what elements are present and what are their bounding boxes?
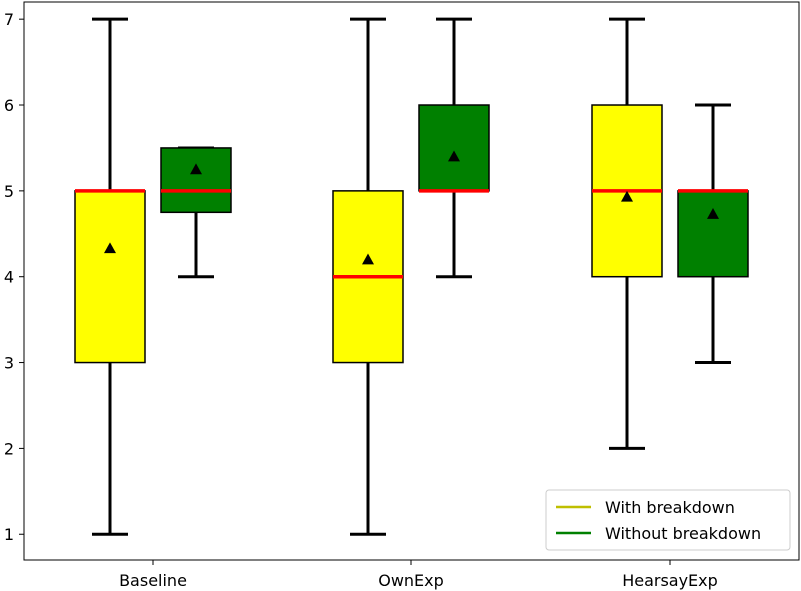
axes: 1 2 3 4 5 6 7 Baseline OwnExp HearsayExp	[4, 1, 800, 590]
mean-marker	[621, 190, 633, 202]
x-tick-label: OwnExp	[378, 571, 444, 590]
y-tick-label: 3	[4, 354, 14, 373]
mean-marker	[104, 242, 116, 254]
y-tick-label: 4	[4, 268, 14, 287]
mean-marker	[448, 150, 460, 162]
box-hearsayexp-without	[677, 103, 749, 365]
mean-marker	[190, 163, 202, 175]
box-ownexp-without	[418, 17, 490, 279]
y-tick-label: 2	[4, 439, 14, 458]
box-iqr	[74, 190, 146, 364]
legend-label: Without breakdown	[605, 524, 761, 543]
box-iqr	[677, 190, 749, 278]
box-iqr	[160, 147, 232, 214]
x-tick-label: Baseline	[119, 571, 187, 590]
box-baseline-with	[74, 17, 146, 536]
mean-marker	[707, 208, 719, 219]
y-tick-label: 6	[4, 96, 14, 115]
legend-label: With breakdown	[605, 498, 735, 517]
box-iqr	[418, 104, 490, 192]
x-tick-label: HearsayExp	[622, 571, 718, 590]
y-tick-label: 5	[4, 182, 14, 201]
box-hearsayexp-with	[591, 17, 663, 450]
y-tick-label: 7	[4, 10, 14, 29]
legend: With breakdown Without breakdown	[545, 489, 791, 551]
box-baseline-without	[160, 146, 232, 279]
y-tick-label: 1	[4, 525, 14, 544]
legend-box	[545, 489, 791, 551]
plot-area	[74, 17, 749, 536]
mean-marker	[362, 253, 374, 265]
box-ownexp-with	[332, 17, 404, 536]
